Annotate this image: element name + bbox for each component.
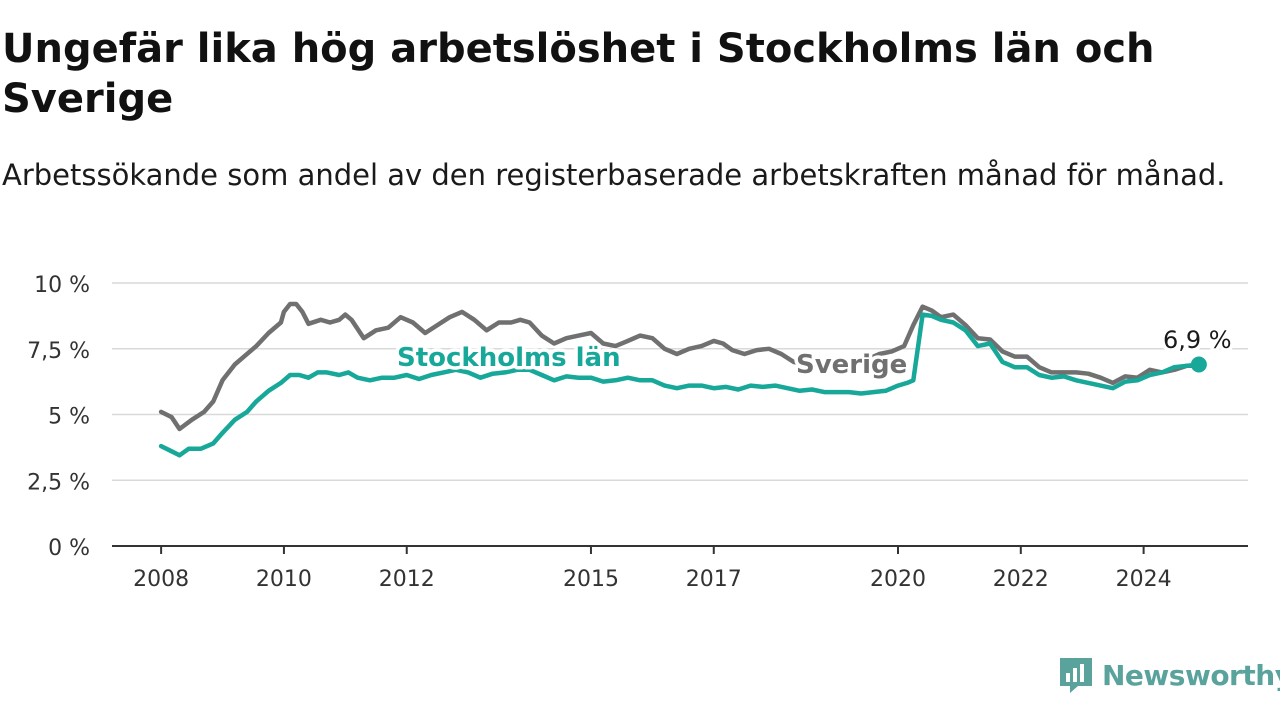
series-line-stockholms-lan [158, 312, 1202, 458]
y-tick-label: 2,5 % [27, 470, 90, 495]
series-line-sverige [158, 301, 1202, 432]
brand-logo: Newsworthy [1058, 655, 1280, 695]
series-lines [158, 301, 1207, 458]
series-label-sverige-halo: Sverige [796, 350, 907, 380]
series-label-sverige: Sverige [796, 350, 907, 380]
x-axis: 2008 2010 2012 2015 2017 2020 2022 2024 [112, 545, 1248, 592]
x-tick-label: 2010 [256, 567, 312, 592]
end-point-marker [1190, 356, 1207, 373]
series-label-stockholms-lan: Stockholms län [397, 343, 621, 373]
chart-title: Ungefär lika hög arbetslöshet i Stockhol… [2, 26, 1155, 122]
y-tick-label: 0 % [48, 536, 90, 561]
brand-name: Newsworthy [1102, 658, 1280, 692]
x-tick-label: 2015 [563, 567, 619, 592]
newsworthy-logo-icon [1060, 658, 1092, 693]
x-tick-label: 2008 [133, 567, 189, 592]
y-axis-tick-labels: 0 % 2,5 % 5 % 7,5 % 10 % [27, 273, 90, 561]
end-value-label-halo: 6,9 % [1163, 326, 1232, 354]
y-tick-label: 10 % [34, 273, 90, 298]
end-value-label: 6,9 % [1163, 326, 1232, 354]
x-tick-label: 2024 [1116, 567, 1172, 592]
x-tick-label: 2012 [379, 567, 435, 592]
x-tick-label: 2022 [993, 567, 1049, 592]
chart-subtitle: Arbetssökande som andel av den registerb… [2, 158, 1226, 192]
x-tick-label: 2017 [686, 567, 742, 592]
x-tick-label: 2020 [870, 567, 926, 592]
y-tick-label: 5 % [48, 405, 90, 430]
gridlines [112, 282, 1248, 481]
series-label-stockholms-lan-halo: Stockholms län [397, 343, 621, 373]
y-tick-label: 7,5 % [27, 339, 90, 364]
